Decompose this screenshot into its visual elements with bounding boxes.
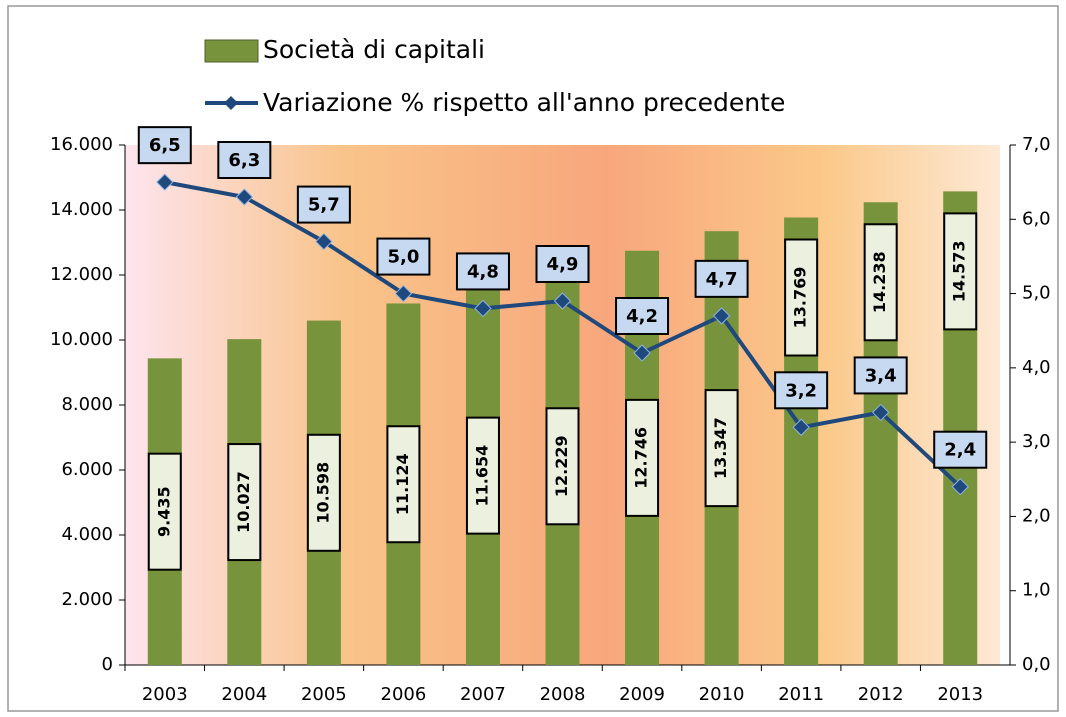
data-label-box — [853, 356, 908, 395]
data-label: 3,4 — [865, 365, 897, 386]
data-label: 10.027 — [234, 471, 253, 533]
data-label-box — [386, 425, 421, 544]
data-label: 5,7 — [308, 195, 340, 216]
line-marker — [633, 344, 651, 362]
line-marker — [156, 173, 174, 191]
x-tick-label: 2006 — [381, 684, 427, 705]
data-label-box — [694, 259, 749, 298]
y2-tick-label: 0,0 — [1022, 654, 1051, 675]
line-marker — [315, 232, 333, 251]
y2-tick-label: 7,0 — [1022, 134, 1051, 155]
y-tick-label: 8.000 — [61, 394, 113, 415]
data-label: 12.746 — [632, 427, 651, 489]
y-tick-label: 16.000 — [50, 134, 113, 155]
data-label: 10.598 — [313, 462, 332, 524]
x-tick-label: 2009 — [619, 684, 665, 705]
y2-tick-label: 4,0 — [1022, 357, 1051, 378]
data-label: 9.435 — [154, 486, 173, 537]
x-tick-label: 2011 — [778, 684, 824, 705]
data-label-box — [704, 389, 739, 508]
data-label-box — [625, 398, 660, 517]
line-marker — [792, 418, 810, 436]
data-label-box — [376, 237, 431, 276]
data-label-box — [465, 416, 500, 535]
legend: Società di capitali Variazione % rispett… — [204, 35, 785, 117]
data-label-box — [296, 185, 351, 224]
y-tick-label: 10.000 — [50, 329, 113, 350]
data-label: 5,0 — [387, 247, 419, 268]
data-label: 14.238 — [870, 251, 889, 313]
data-label: 4,9 — [547, 254, 579, 275]
data-label: 13.769 — [791, 267, 810, 329]
data-label: 6,5 — [149, 135, 181, 156]
data-label-box — [545, 407, 580, 526]
y-tick-label: 0 — [102, 654, 113, 675]
y-tick-label: 12.000 — [50, 264, 113, 285]
x-tick-label: 2004 — [221, 684, 267, 705]
y-tick-label: 4.000 — [61, 524, 113, 545]
data-label: 11.124 — [393, 453, 412, 515]
x-tick-label: 2007 — [460, 684, 506, 705]
data-label-box — [147, 452, 182, 571]
data-label: 14.573 — [950, 241, 969, 303]
y2-tick-label: 6,0 — [1022, 208, 1051, 229]
x-tick-label: 2013 — [937, 684, 983, 705]
data-label: 13.347 — [711, 417, 730, 479]
legend-marker — [224, 96, 238, 110]
data-label: 6,3 — [228, 150, 260, 171]
x-tick-label: 2005 — [301, 684, 347, 705]
data-label-box — [217, 141, 272, 179]
x-tick-label: 2010 — [699, 684, 745, 705]
data-label-box — [306, 433, 341, 552]
data-label-box — [933, 430, 988, 469]
data-label-box — [615, 297, 670, 335]
legend-label: Società di capitali — [263, 35, 485, 64]
legend-swatch — [204, 39, 259, 63]
data-label-box — [784, 238, 819, 357]
data-label: 4,2 — [626, 306, 658, 327]
data-label: 2,4 — [944, 440, 976, 461]
data-label: 12.229 — [552, 435, 571, 497]
data-label: 4,8 — [467, 261, 499, 282]
data-label-box — [455, 252, 510, 291]
y2-tick-label: 1,0 — [1022, 580, 1051, 601]
data-label-box — [535, 245, 590, 283]
data-label-box — [137, 126, 192, 165]
data-label: 4,7 — [706, 269, 738, 290]
legend-label: Variazione % rispetto all'anno precedent… — [263, 88, 785, 117]
data-label-box — [774, 371, 829, 410]
data-label-box — [863, 223, 898, 342]
line-marker — [871, 403, 890, 422]
data-label-box — [943, 212, 978, 331]
x-tick-label: 2012 — [858, 684, 904, 705]
y-tick-label: 2.000 — [61, 589, 113, 610]
y2-tick-label: 5,0 — [1022, 283, 1051, 304]
data-label-box — [227, 443, 262, 562]
line-marker — [394, 284, 413, 303]
line-marker — [553, 292, 572, 310]
y-tick-label: 6.000 — [61, 459, 113, 480]
data-label: 11.654 — [472, 445, 491, 507]
line-marker — [712, 307, 731, 325]
x-tick-label: 2008 — [540, 684, 586, 705]
y-tick-label: 14.000 — [50, 199, 113, 220]
data-label: 3,2 — [785, 380, 817, 401]
line-marker — [235, 188, 254, 206]
line-marker — [474, 299, 492, 318]
y2-tick-label: 2,0 — [1022, 505, 1051, 526]
y2-tick-label: 3,0 — [1022, 431, 1051, 452]
x-tick-label: 2003 — [142, 684, 188, 705]
line-marker — [951, 478, 969, 496]
